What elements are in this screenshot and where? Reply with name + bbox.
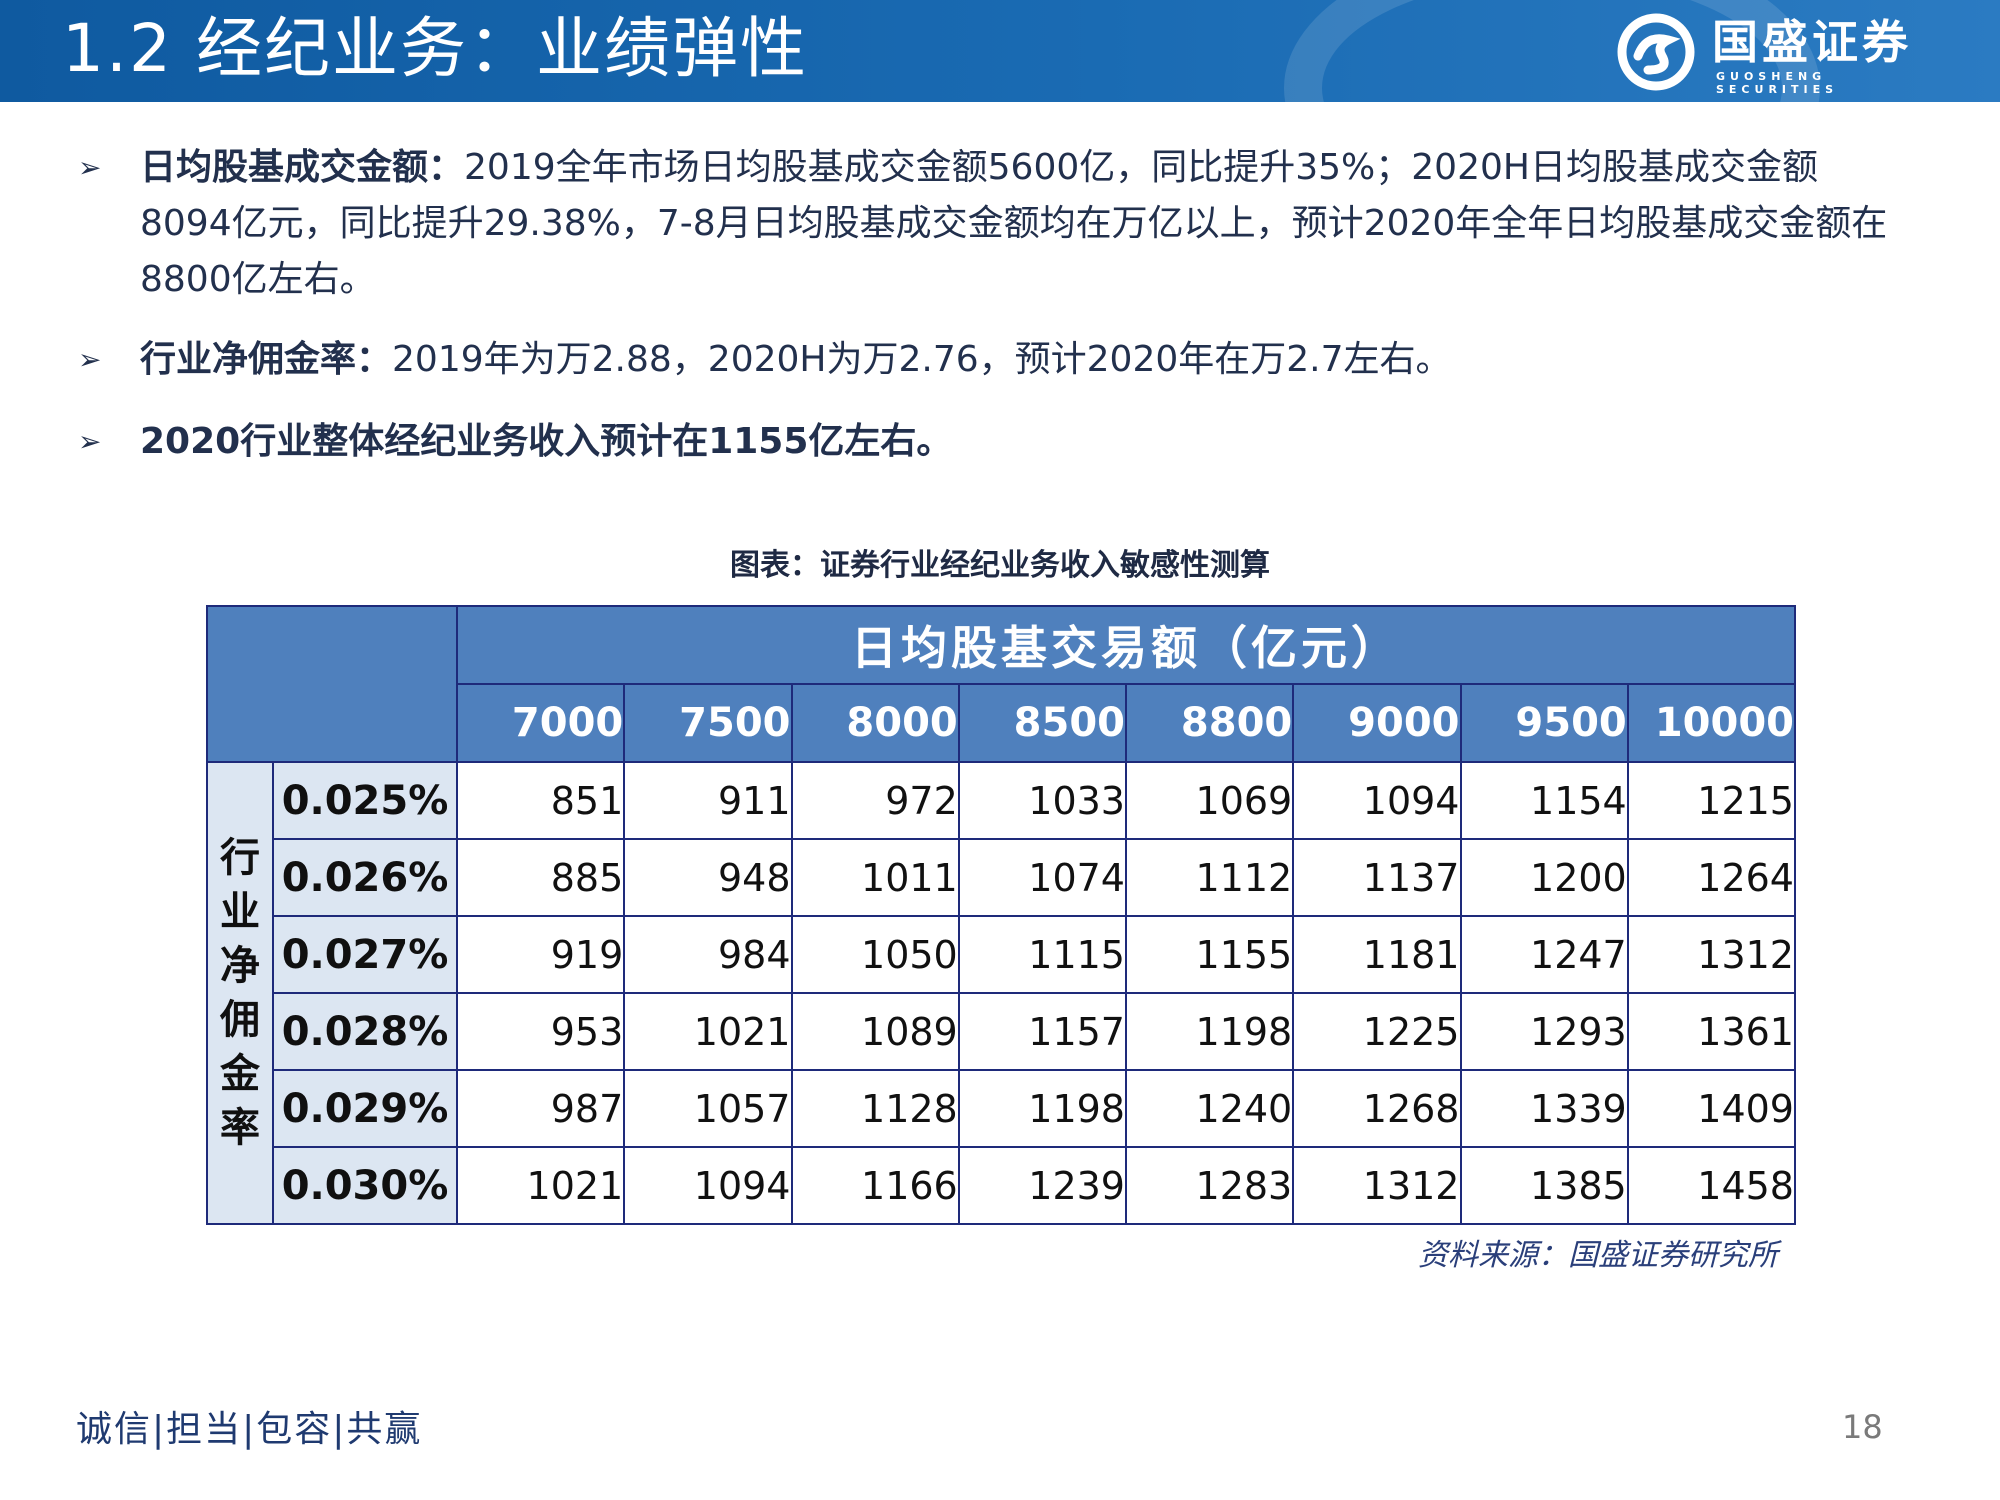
row-header: 0.030% xyxy=(272,1146,458,1225)
table-cell: 1312 xyxy=(1292,1146,1462,1225)
page-number: 18 xyxy=(1842,1408,1883,1446)
table-cell: 1094 xyxy=(623,1146,793,1225)
table-cell: 1011 xyxy=(790,838,960,917)
footer-slogan: 诚信|担当|包容|共赢 xyxy=(76,1409,423,1450)
table-title-row: 日均股基交易额（亿元） xyxy=(206,605,1796,763)
chart-caption: 图表：证券行业经纪业务收入敏感性测算 xyxy=(730,548,1270,583)
table-cell: 1239 xyxy=(957,1146,1128,1225)
table-cell: 1157 xyxy=(957,992,1128,1071)
table-cell: 885 xyxy=(455,838,626,917)
table-cell: 1021 xyxy=(455,1146,626,1225)
table-row: 0.027% 919 984 1050 1115 1155 1181 1247 1312 xyxy=(207,915,1797,994)
table-cell: 1283 xyxy=(1124,1146,1295,1225)
table-cell: 1198 xyxy=(957,1069,1128,1148)
table-cell: 987 xyxy=(455,1069,626,1148)
bullet-text: 2019全年市场日均股基成交金额5600亿，同比提升35%；2020H日均股基成… xyxy=(140,147,1888,300)
table-cell: 1268 xyxy=(1292,1069,1462,1148)
logo-text-cn: 国盛证券 xyxy=(1712,15,1912,69)
table-cell: 984 xyxy=(623,915,793,994)
table-row: 0.030% 1021 1094 1166 1239 1283 1312 1385 1458 xyxy=(207,1146,1797,1225)
bullet-text: 2020行业整体经纪业务收入预计在1155亿左右。 xyxy=(140,421,953,462)
table-cell: 1247 xyxy=(1459,915,1629,994)
company-logo: 国盛证券 GUOSHENG SECURITIES xyxy=(1616,12,1936,96)
table-cell: 972 xyxy=(790,761,960,840)
bullet-item: ➢ 行业净佣金率：2019年为万2.88，2020H为万2.76，预计2020年… xyxy=(70,332,1900,388)
bullet-list: ➢ 日均股基成交金额：2019全年市场日均股基成交金额5600亿，同比提升35%… xyxy=(70,140,1900,470)
table-cell: 1385 xyxy=(1459,1146,1629,1225)
column-group-title: 日均股基交易额（亿元） xyxy=(456,605,1796,685)
arrow-bullet-icon: ➢ xyxy=(78,343,102,376)
arrow-bullet-icon: ➢ xyxy=(78,151,102,184)
column-header: 7500 xyxy=(623,683,793,763)
page-title: 1.2 经纪业务：业绩弹性 xyxy=(62,10,808,87)
table-cell: 1293 xyxy=(1459,992,1629,1071)
table-cell: 1181 xyxy=(1292,915,1462,994)
header-bar: 1.2 经纪业务：业绩弹性 国盛证券 GUOSHENG SECURITIES xyxy=(0,0,2000,102)
table-cell: 1339 xyxy=(1459,1069,1629,1148)
table-row: 行业净佣金率 0.025% 851 911 972 1033 1069 1094 1154 121… xyxy=(206,761,1797,1225)
column-header: 8800 xyxy=(1124,683,1295,763)
table-cell: 1312 xyxy=(1626,915,1797,994)
table-cell: 851 xyxy=(455,761,626,840)
source-note: 资料来源：国盛证券研究所 xyxy=(1418,1238,1778,1273)
column-header: 7000 xyxy=(455,683,626,763)
table-cell: 1050 xyxy=(790,915,960,994)
arrow-bullet-icon: ➢ xyxy=(78,425,102,458)
logo-text-en: GUOSHENG SECURITIES xyxy=(1716,70,1839,96)
table-cell: 1225 xyxy=(1292,992,1462,1071)
bullet-item: ➢ 日均股基成交金额：2019全年市场日均股基成交金额5600亿，同比提升35%… xyxy=(70,140,1900,308)
table-cell: 1089 xyxy=(790,992,960,1071)
table-cell: 1215 xyxy=(1626,761,1797,840)
column-header: 8500 xyxy=(957,683,1128,763)
row-group-title: 行业净佣金率 xyxy=(206,761,274,1225)
table-cell: 1033 xyxy=(957,761,1128,840)
table-cell: 1137 xyxy=(1292,838,1462,917)
row-header: 0.029% xyxy=(272,1069,458,1148)
column-header: 10000 xyxy=(1626,683,1797,763)
table-cell: 1361 xyxy=(1626,992,1797,1071)
table-cell: 953 xyxy=(455,992,626,1071)
table-cell: 1154 xyxy=(1459,761,1629,840)
row-header: 0.025% xyxy=(272,761,458,840)
table-cell: 1057 xyxy=(623,1069,793,1148)
table-header-row: 7000 7500 8000 8500 8800 9000 9500 10000 xyxy=(207,683,1797,763)
table-row: 0.026% 885 948 1011 1074 1112 1137 1200 1264 xyxy=(207,838,1797,917)
table-cell: 1155 xyxy=(1124,915,1295,994)
table-cell: 1128 xyxy=(790,1069,960,1148)
table-cell: 1458 xyxy=(1626,1146,1797,1225)
table-cell: 1264 xyxy=(1626,838,1797,917)
table-cell: 1112 xyxy=(1124,838,1295,917)
table-cell: 1115 xyxy=(957,915,1128,994)
column-header: 9500 xyxy=(1459,683,1629,763)
table-cell: 1409 xyxy=(1626,1069,1797,1148)
table-corner xyxy=(206,605,458,763)
table-cell: 1166 xyxy=(790,1146,960,1225)
table-cell: 948 xyxy=(623,838,793,917)
row-header: 0.027% xyxy=(272,915,458,994)
bullet-label: 日均股基成交金额： xyxy=(140,147,465,188)
column-header: 9000 xyxy=(1292,683,1462,763)
table-row: 0.028% 953 1021 1089 1157 1198 1225 1293 1361 xyxy=(207,992,1797,1071)
table-cell: 1021 xyxy=(623,992,793,1071)
logo-swirl-icon xyxy=(1617,13,1695,91)
bullet-label: 行业净佣金率： xyxy=(140,339,393,380)
table-cell: 1198 xyxy=(1124,992,1295,1071)
column-header: 8000 xyxy=(790,683,960,763)
row-header: 0.026% xyxy=(272,838,458,917)
bullet-text: 2019年为万2.88，2020H为万2.76，预计2020年在万2.7左右。 xyxy=(392,339,1452,380)
table-cell: 919 xyxy=(455,915,626,994)
table-cell: 1074 xyxy=(957,838,1128,917)
row-header: 0.028% xyxy=(272,992,458,1071)
table-cell: 1240 xyxy=(1124,1069,1295,1148)
bullet-item: ➢ 2020行业整体经纪业务收入预计在1155亿左右。 xyxy=(70,414,1900,470)
table-cell: 1200 xyxy=(1459,838,1629,917)
table-cell: 1069 xyxy=(1124,761,1295,840)
table-row: 0.029% 987 1057 1128 1198 1240 1268 1339 1409 xyxy=(207,1069,1797,1148)
sensitivity-table: 日均股基交易额（亿元） 7000 7500 8000 8500 8800 900… xyxy=(206,605,1797,1225)
table-cell: 1094 xyxy=(1292,761,1462,840)
table-cell: 911 xyxy=(623,761,793,840)
